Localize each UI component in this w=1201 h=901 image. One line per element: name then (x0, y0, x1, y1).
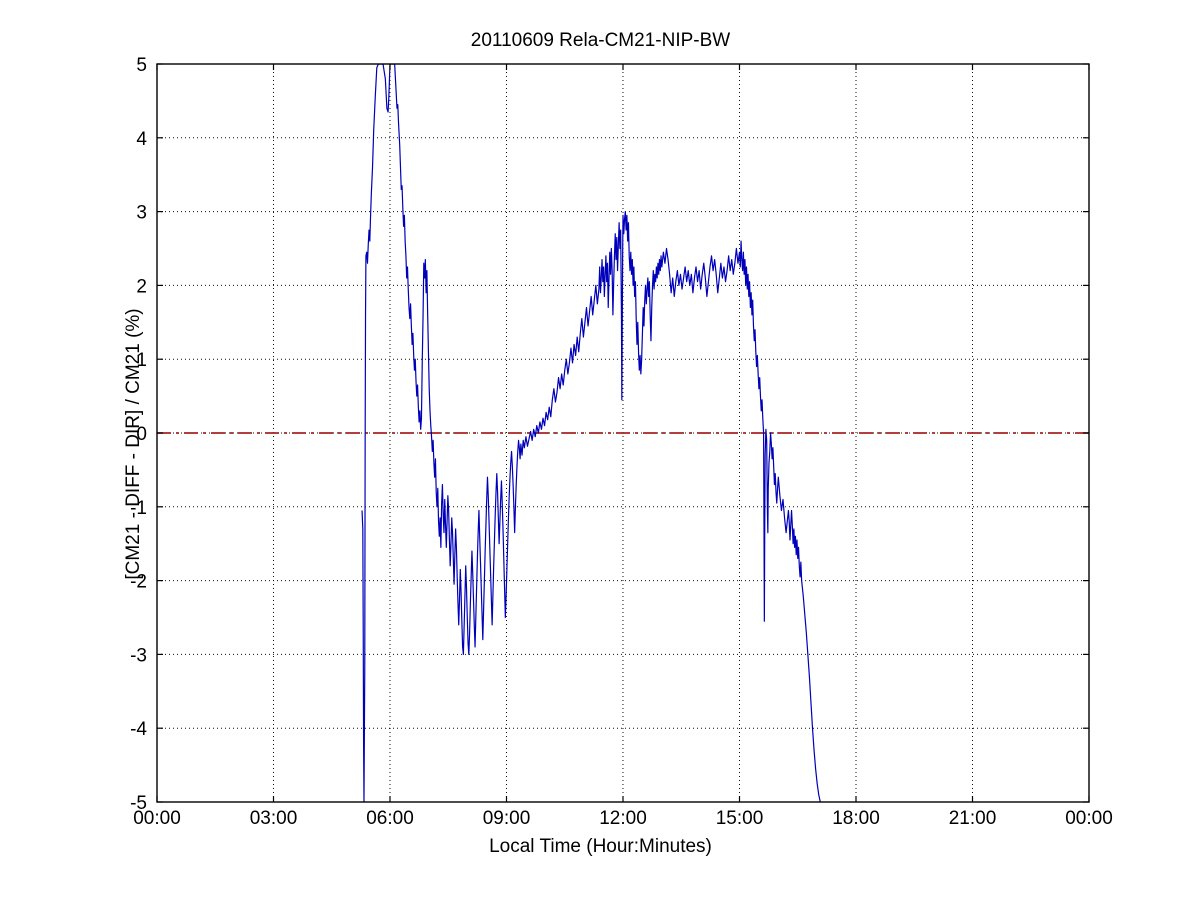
svg-text:06:00: 06:00 (366, 808, 414, 829)
axis-ticks (156, 63, 1090, 803)
svg-text:00:00: 00:00 (133, 808, 181, 829)
y-axis-label: [CM21 - DIFF - DIR] / CM21 (%) (123, 308, 144, 580)
svg-text:03:00: 03:00 (250, 808, 298, 829)
svg-text:-3: -3 (130, 645, 147, 666)
svg-text:18:00: 18:00 (832, 808, 880, 829)
svg-text:-1: -1 (130, 498, 147, 519)
svg-text:-2: -2 (130, 572, 147, 593)
svg-text:-4: -4 (130, 719, 147, 740)
page-title: 20110609 Rela-CM21-NIP-BW (470, 30, 731, 51)
x-tick-labels: 00:00 03:00 06:00 09:00 12:00 15:00 18:00 21:00… (133, 808, 1113, 829)
svg-text:5: 5 (136, 55, 147, 76)
svg-text:0: 0 (136, 424, 147, 445)
x-axis-label: Local Time (Hour:Minutes) (489, 836, 712, 857)
svg-text:1: 1 (136, 350, 147, 371)
data-series (361, 64, 821, 802)
svg-text:4: 4 (136, 129, 147, 150)
svg-text:12:00: 12:00 (599, 808, 647, 829)
svg-text:00:00: 00:00 (1065, 808, 1113, 829)
svg-text:2: 2 (136, 276, 147, 297)
svg-text:3: 3 (136, 203, 147, 224)
svg-text:09:00: 09:00 (483, 808, 531, 829)
svg-text:15:00: 15:00 (716, 808, 764, 829)
svg-text:21:00: 21:00 (949, 808, 997, 829)
svg-text:-5: -5 (130, 793, 147, 814)
y-tick-labels: -5 -4 -3 -2 -1 0 1 2 3 4 5 (130, 55, 147, 814)
